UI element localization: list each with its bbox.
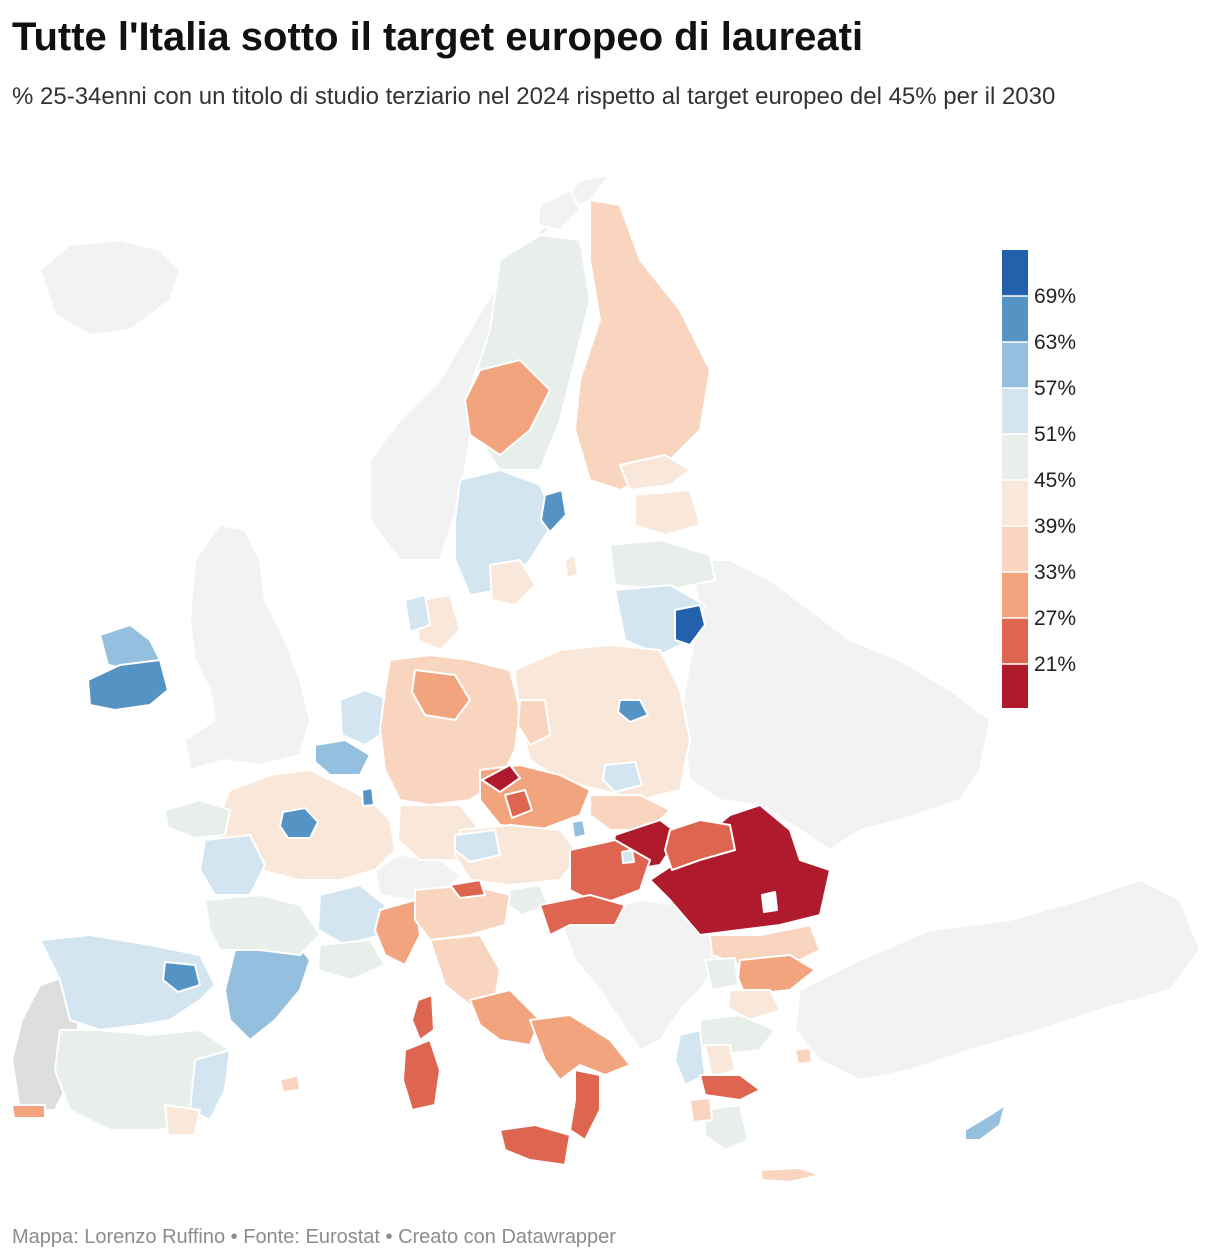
region-vienna bbox=[571, 819, 587, 839]
legend-label: 51% bbox=[1034, 423, 1076, 446]
region-bohemia bbox=[481, 764, 521, 793]
legend-swatch bbox=[1002, 526, 1028, 572]
svalbard-shape bbox=[536, 188, 582, 232]
region-calabria bbox=[569, 1069, 601, 1141]
region-latvia bbox=[609, 539, 716, 591]
legend-swatch bbox=[1002, 618, 1028, 664]
region-trentino bbox=[449, 879, 486, 899]
region-spain-east bbox=[189, 1049, 231, 1121]
legend-label: 69% bbox=[1034, 285, 1076, 308]
legend-label: 57% bbox=[1034, 377, 1076, 400]
region-lazio-marche bbox=[469, 989, 541, 1046]
region-sardinia bbox=[402, 1039, 441, 1111]
region-luxembourg bbox=[361, 787, 375, 807]
region-warsaw bbox=[617, 699, 649, 723]
region-paris bbox=[279, 807, 319, 839]
legend-swatch bbox=[1002, 250, 1028, 296]
turkey-shape bbox=[793, 878, 1202, 1082]
map-title: Tutte l'Italia sotto il target europeo d… bbox=[12, 15, 864, 59]
balkans-shape bbox=[558, 898, 722, 1052]
region-balearic bbox=[279, 1074, 301, 1093]
region-italy-northwest bbox=[374, 899, 421, 966]
legend-label: 33% bbox=[1034, 561, 1076, 584]
region-estonia bbox=[634, 489, 701, 536]
region-basque bbox=[162, 961, 201, 993]
legend-swatch bbox=[1002, 572, 1028, 618]
legend-label: 39% bbox=[1034, 515, 1076, 538]
region-tyrol bbox=[454, 829, 501, 863]
uk-shape bbox=[183, 523, 312, 772]
eu-regions bbox=[11, 199, 1006, 1183]
region-west-greece bbox=[689, 1097, 713, 1123]
region-corsica bbox=[411, 994, 435, 1041]
region-stockholm bbox=[540, 489, 567, 533]
region-france-southwest bbox=[204, 894, 321, 956]
europe-map: 69% 63% 57% 51% 45% 39% 33% 27% 21% bbox=[11, 173, 1202, 1183]
region-rhone-alpes bbox=[317, 884, 386, 946]
region-bulgaria-sw bbox=[727, 989, 781, 1021]
region-germany-east bbox=[411, 669, 471, 721]
legend-swatch bbox=[1002, 388, 1028, 434]
legend-swatch bbox=[1002, 434, 1028, 480]
russia-belarus-ukraine-shape bbox=[678, 559, 992, 852]
region-andalusia-east bbox=[164, 1104, 201, 1136]
region-crete bbox=[759, 1167, 821, 1183]
region-sicily bbox=[499, 1124, 571, 1166]
region-attica bbox=[699, 1074, 761, 1101]
legend-swatch bbox=[1002, 480, 1028, 526]
region-prague bbox=[504, 789, 533, 819]
region-ireland-south bbox=[87, 659, 169, 711]
legend: 69% 63% 57% 51% 45% 39% 33% 27% 21% bbox=[1002, 250, 1076, 708]
region-finland-south bbox=[619, 454, 691, 491]
region-poland-west bbox=[517, 699, 551, 746]
region-italy-south bbox=[529, 1014, 631, 1081]
region-belgium bbox=[314, 739, 371, 776]
region-vilnius bbox=[674, 604, 706, 646]
legend-label: 21% bbox=[1034, 653, 1076, 676]
region-sweden-mid bbox=[464, 359, 551, 456]
legend-label: 63% bbox=[1034, 331, 1076, 354]
region-brittany bbox=[164, 799, 231, 839]
region-algarve bbox=[11, 1104, 46, 1119]
map-subtitle: % 25-34enni con un titolo di studio terz… bbox=[12, 83, 1056, 110]
region-bucharest bbox=[761, 891, 778, 913]
legend-label: 27% bbox=[1034, 607, 1076, 630]
region-gotland bbox=[564, 554, 579, 579]
region-germany-denmark-border bbox=[417, 594, 461, 651]
legend-swatch bbox=[1002, 296, 1028, 342]
region-aegean-islands bbox=[794, 1047, 813, 1065]
legend-swatch bbox=[1002, 664, 1028, 708]
region-france-west bbox=[199, 834, 266, 896]
region-spain-north bbox=[39, 934, 216, 1031]
legend-swatch bbox=[1002, 342, 1028, 388]
region-denmark bbox=[404, 594, 431, 633]
region-romania-northwest bbox=[664, 819, 736, 871]
source-credit: Mappa: Lorenzo Ruffino • Fonte: Eurostat… bbox=[12, 1226, 616, 1248]
legend-label: 45% bbox=[1034, 469, 1076, 492]
region-poland bbox=[514, 644, 691, 801]
region-bulgaria-north bbox=[709, 924, 821, 966]
region-krakow bbox=[602, 761, 643, 793]
region-budapest bbox=[621, 849, 635, 864]
region-sofia bbox=[704, 957, 739, 991]
region-croatia bbox=[539, 894, 626, 936]
iceland-shape bbox=[38, 238, 182, 337]
no-data-areas bbox=[38, 173, 1202, 1082]
region-provence bbox=[317, 939, 386, 981]
region-peloponnese bbox=[704, 1104, 749, 1151]
region-thessaly bbox=[704, 1044, 736, 1079]
region-smaland bbox=[489, 559, 536, 606]
region-finland bbox=[574, 199, 711, 491]
region-cyprus bbox=[964, 1104, 1006, 1141]
region-epirus bbox=[674, 1029, 706, 1086]
